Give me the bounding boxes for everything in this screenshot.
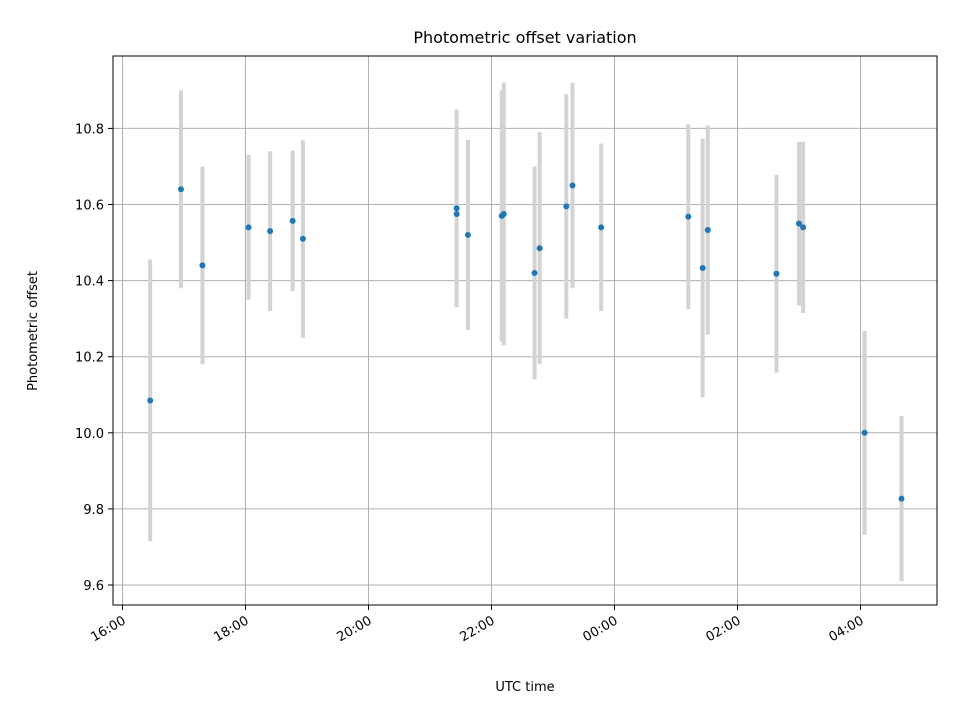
data-point (453, 211, 460, 218)
data-point (800, 224, 807, 231)
data-point (699, 265, 706, 272)
data-point (704, 226, 711, 233)
data-point (898, 495, 905, 502)
y-tick-label: 10.6 (75, 199, 104, 214)
data-point (453, 205, 460, 212)
chart-title: Photometric offset variation (413, 28, 636, 47)
data-point (177, 186, 184, 193)
y-tick-label: 9.6 (83, 579, 104, 594)
data-point (563, 203, 570, 210)
data-point (267, 228, 274, 235)
data-point (199, 262, 206, 269)
plot-frame (112, 55, 938, 606)
data-point (500, 211, 507, 218)
data-points (147, 182, 905, 502)
data-point (569, 182, 576, 189)
y-axis-label: Photometric offset (26, 271, 41, 391)
y-tick-label: 9.8 (83, 503, 104, 518)
y-tick-label: 10.4 (75, 275, 104, 290)
data-point (861, 429, 868, 436)
data-point (147, 397, 154, 404)
data-point (531, 269, 538, 276)
y-tick-label: 10.8 (75, 122, 104, 137)
x-axis-label: UTC time (495, 680, 554, 695)
y-tick-label: 10.2 (75, 351, 104, 366)
data-point (464, 231, 471, 238)
data-point (536, 245, 543, 252)
y-tick-label: 10.0 (75, 427, 104, 442)
data-point (773, 270, 780, 277)
data-point (598, 224, 605, 231)
data-point (299, 235, 306, 242)
data-point (796, 220, 802, 227)
data-point (245, 224, 252, 231)
y-axis-ticks: 9.6 9.8 10.0 10.2 10.4 10.6 10.8 (75, 122, 113, 594)
data-point (289, 217, 296, 224)
data-point (685, 213, 692, 220)
